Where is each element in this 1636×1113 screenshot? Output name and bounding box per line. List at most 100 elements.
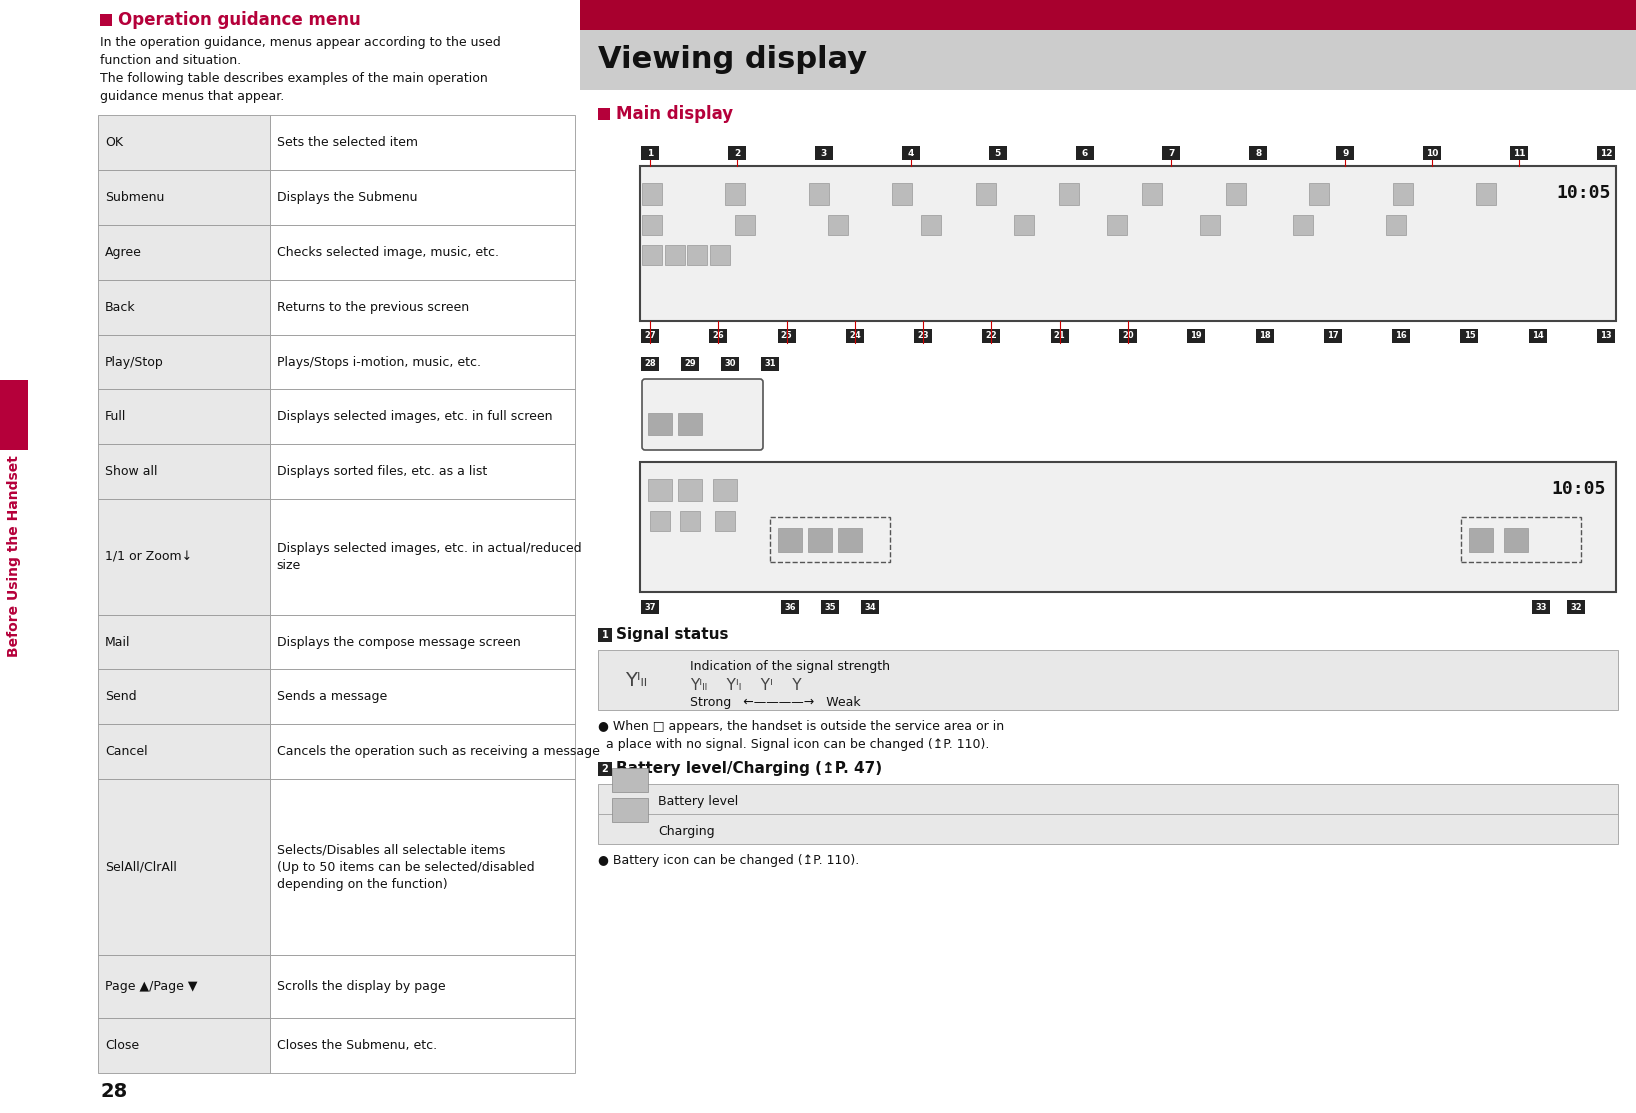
Text: Cancels the operation such as receiving a message: Cancels the operation such as receiving … xyxy=(276,746,600,758)
Bar xyxy=(1255,329,1273,343)
Bar xyxy=(677,413,702,435)
Text: 36: 36 xyxy=(784,602,795,611)
Bar xyxy=(983,329,1001,343)
Text: Battery level/Charging (↥P. 47): Battery level/Charging (↥P. 47) xyxy=(617,761,882,777)
Bar xyxy=(612,768,648,792)
Bar xyxy=(1337,146,1355,160)
Text: Mail: Mail xyxy=(105,636,131,649)
Bar xyxy=(1292,215,1314,235)
Text: 15: 15 xyxy=(1464,332,1476,341)
Bar xyxy=(710,329,728,343)
Bar xyxy=(715,511,735,531)
Text: 35: 35 xyxy=(825,602,836,611)
Text: Charging: Charging xyxy=(658,825,715,837)
Bar xyxy=(1309,183,1328,205)
Bar xyxy=(270,725,574,779)
Text: Signal status: Signal status xyxy=(617,628,728,642)
Bar xyxy=(815,146,833,160)
Bar xyxy=(1108,215,1127,235)
Bar xyxy=(641,245,663,265)
Bar xyxy=(270,444,574,500)
Text: 2: 2 xyxy=(735,148,739,158)
Bar xyxy=(98,614,270,670)
Text: 28: 28 xyxy=(645,359,656,368)
Bar xyxy=(779,528,802,552)
Bar xyxy=(641,357,659,371)
Bar xyxy=(98,390,270,444)
Text: 32: 32 xyxy=(1571,602,1582,611)
Bar xyxy=(270,115,574,170)
FancyBboxPatch shape xyxy=(641,380,762,450)
Bar xyxy=(1324,329,1342,343)
Bar xyxy=(921,215,941,235)
Bar xyxy=(270,335,574,390)
Bar xyxy=(581,30,1636,90)
Bar xyxy=(1058,183,1080,205)
Text: 20: 20 xyxy=(1122,332,1134,341)
Bar xyxy=(641,600,659,614)
Text: 12: 12 xyxy=(1600,148,1611,158)
Bar xyxy=(1461,329,1479,343)
Bar xyxy=(648,479,672,501)
Text: 5: 5 xyxy=(995,148,1001,158)
Bar xyxy=(808,528,833,552)
Text: Send: Send xyxy=(105,690,137,703)
Text: OK: OK xyxy=(105,136,123,149)
Bar xyxy=(100,14,111,26)
Bar xyxy=(98,444,270,500)
Text: Full: Full xyxy=(105,411,126,423)
Text: 23: 23 xyxy=(918,332,929,341)
Text: 3: 3 xyxy=(821,148,826,158)
Bar xyxy=(641,183,663,205)
Bar xyxy=(1142,183,1163,205)
Text: 2: 2 xyxy=(602,764,609,774)
Bar xyxy=(270,279,574,335)
Bar xyxy=(721,357,739,371)
Text: Yᴵₗₗ    Yᴵₗ    Yᴵ    Y: Yᴵₗₗ Yᴵₗ Yᴵ Y xyxy=(690,678,802,693)
Text: Selects/Disables all selectable items
(Up to 50 items can be selected/disabled
d: Selects/Disables all selectable items (U… xyxy=(276,844,535,890)
Text: In the operation guidance, menus appear according to the used
function and situa: In the operation guidance, menus appear … xyxy=(100,36,501,104)
Bar xyxy=(641,146,659,160)
Text: Sends a message: Sends a message xyxy=(276,690,388,703)
Bar xyxy=(901,146,919,160)
Text: 10:05: 10:05 xyxy=(1551,480,1605,498)
Bar xyxy=(713,479,736,501)
Bar xyxy=(599,108,610,120)
Bar xyxy=(98,115,270,170)
Bar xyxy=(98,225,270,279)
Bar xyxy=(677,479,702,501)
Text: 1/1 or Zoom↓: 1/1 or Zoom↓ xyxy=(105,551,191,563)
Bar xyxy=(270,225,574,279)
Text: 25: 25 xyxy=(780,332,792,341)
Text: Displays selected images, etc. in actual/reduced
size: Displays selected images, etc. in actual… xyxy=(276,542,581,572)
Bar xyxy=(728,146,746,160)
Bar xyxy=(681,511,700,531)
Bar xyxy=(1163,146,1181,160)
Text: Sets the selected item: Sets the selected item xyxy=(276,136,417,149)
Text: Checks selected image, music, etc.: Checks selected image, music, etc. xyxy=(276,246,499,258)
Bar xyxy=(710,245,730,265)
Bar xyxy=(581,0,1636,30)
Text: Operation guidance menu: Operation guidance menu xyxy=(118,11,362,29)
Bar xyxy=(599,762,612,776)
Text: 18: 18 xyxy=(1258,332,1271,341)
Text: 24: 24 xyxy=(849,332,861,341)
Bar xyxy=(1476,183,1495,205)
Bar xyxy=(640,462,1616,592)
Bar xyxy=(735,215,754,235)
Bar xyxy=(861,600,879,614)
Text: Agree: Agree xyxy=(105,246,142,258)
Bar xyxy=(780,600,798,614)
Bar xyxy=(98,779,270,955)
Bar xyxy=(846,329,864,343)
Bar xyxy=(98,335,270,390)
Bar xyxy=(98,1018,270,1073)
Bar xyxy=(612,798,648,823)
Text: 10: 10 xyxy=(1427,148,1438,158)
Text: 33: 33 xyxy=(1535,602,1546,611)
Text: Main display: Main display xyxy=(617,105,733,124)
Text: Yᴵₗₗ: Yᴵₗₗ xyxy=(625,670,646,689)
Text: Displays the Submenu: Displays the Submenu xyxy=(276,190,417,204)
Text: 6: 6 xyxy=(1081,148,1088,158)
Bar xyxy=(1531,600,1549,614)
